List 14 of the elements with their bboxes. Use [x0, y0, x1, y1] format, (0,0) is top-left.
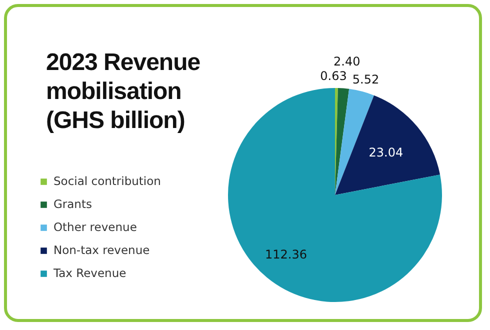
text: 2023 Revenue mobilisation (GHS billion) [46, 48, 202, 135]
data-label: 112.36 [264, 247, 307, 262]
pie-slice [228, 88, 442, 302]
legend-label: Social contribution [54, 174, 161, 188]
data-label: 5.52 [352, 72, 380, 87]
pie-slice [335, 88, 350, 195]
data-label: 0.63 [320, 69, 347, 84]
legend-label: Tax Revenue [52, 266, 126, 280]
data-label: 2.40 [333, 54, 360, 68]
legend-label: Other revenue [54, 220, 137, 234]
legend-label: Non-tax revenue [54, 242, 150, 257]
data-label: 23.04 [368, 146, 404, 160]
legend-label: Grants [54, 196, 92, 211]
pie-slice [335, 95, 440, 195]
